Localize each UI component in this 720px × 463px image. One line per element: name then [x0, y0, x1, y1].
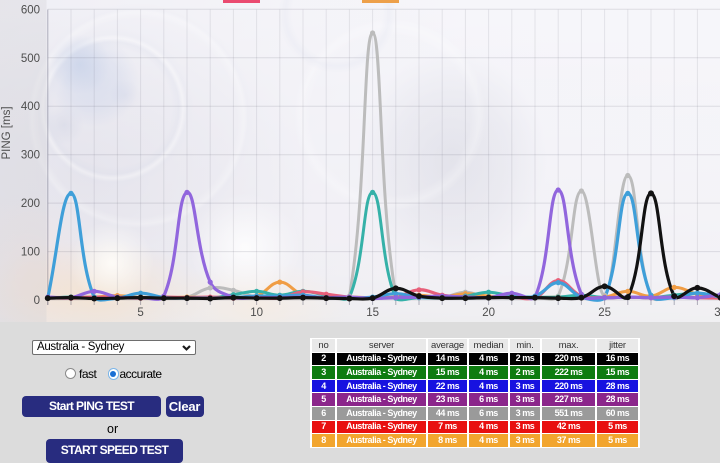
svg-text:20: 20	[482, 307, 495, 319]
svg-text:25: 25	[598, 307, 611, 319]
svg-text:100: 100	[21, 247, 40, 259]
svg-text:400: 400	[21, 101, 40, 113]
svg-text:0: 0	[34, 295, 40, 307]
svg-text:300: 300	[21, 150, 40, 162]
svg-text:30: 30	[714, 307, 720, 319]
svg-text:10: 10	[250, 307, 263, 319]
svg-text:600: 600	[21, 4, 40, 16]
svg-text:200: 200	[21, 198, 40, 210]
svg-text:PING [ms]: PING [ms]	[1, 106, 13, 159]
svg-text:500: 500	[21, 53, 40, 65]
svg-text:5: 5	[137, 307, 143, 319]
svg-text:15: 15	[366, 307, 379, 319]
